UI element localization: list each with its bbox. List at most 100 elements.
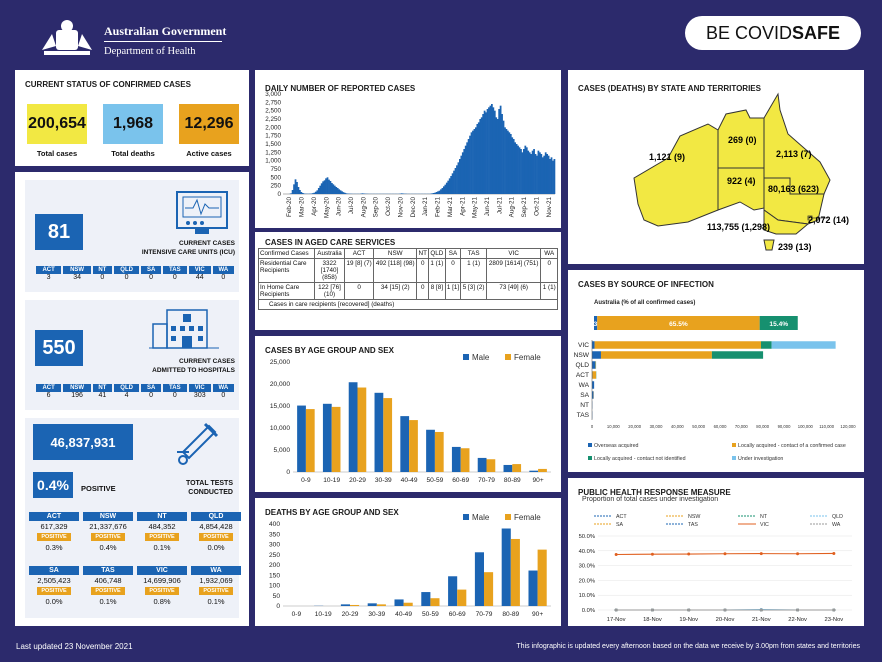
daily-bar (496, 119, 499, 194)
daily-bar (323, 180, 326, 194)
daily-bar (492, 107, 495, 194)
response-x-tick: 19-Nov (679, 617, 698, 623)
aged-cell: 3322 [1740] (858) (314, 258, 345, 283)
source-x-tick: 110,000 (819, 424, 834, 429)
aged-cell: 34 [15] (2) (373, 282, 418, 300)
hospital-state-header: VIC (188, 384, 211, 392)
covidsafe-badge[interactable]: BE COVIDSAFE (685, 16, 861, 50)
tests-label-line2: CONDUCTED (188, 489, 233, 496)
response-point-wa (759, 608, 763, 612)
female-bar (512, 464, 522, 472)
test-state-name: QLD (191, 512, 241, 521)
female-bar (383, 398, 393, 472)
daily-bar (537, 150, 540, 194)
response-x-tick: 18-Nov (643, 617, 662, 623)
daily-bar (300, 192, 303, 194)
daily-bar (550, 157, 553, 194)
daily-bar (448, 178, 451, 194)
test-state-total: 484,352 (148, 522, 176, 531)
tests-state-grid-bottom: SA 2,505,423 POSITIVE 0.0% TAS 406,748 POSITI… (29, 566, 241, 607)
hospital-state-header: QLD (113, 384, 140, 392)
daily-bar (453, 170, 455, 194)
female-bar (350, 604, 360, 606)
daily-bar (331, 183, 333, 194)
icu-monitor-icon (175, 190, 229, 241)
aus-source-label: 1.3% (588, 321, 603, 328)
daily-x-tick: Oct-20 (385, 197, 392, 216)
x-tick: 30-39 (375, 477, 392, 484)
daily-bar (431, 193, 434, 194)
daily-bar (512, 139, 515, 194)
daily-bar (447, 180, 450, 194)
daily-bar (533, 149, 535, 194)
source-x-tick: 0 (591, 424, 594, 429)
male-bar (374, 392, 384, 472)
total-cases-label: Total cases (36, 149, 78, 158)
daily-bar (299, 190, 301, 194)
daily-bar (315, 191, 317, 194)
total-deaths-value: 1,968 (103, 104, 163, 144)
daily-bar (344, 192, 346, 194)
daily-bar (320, 183, 323, 194)
map-label-tas: 239 (13) (778, 242, 812, 252)
source-state-label: SA (580, 392, 589, 399)
icu-state-value: 0 (172, 274, 177, 281)
daily-bar (313, 192, 316, 194)
response-point-vic (723, 552, 727, 556)
female-bar (486, 459, 496, 472)
daily-bar (335, 187, 338, 194)
daily-bar (296, 182, 298, 194)
daily-x-tick: May-21 (472, 197, 479, 218)
daily-x-tick: Nov-20 (397, 197, 404, 218)
aged-cell: 5 [3] (2) (460, 282, 487, 300)
response-title: PUBLIC HEALTH RESPONSE MEASURE (578, 488, 731, 497)
daily-bar (319, 185, 322, 194)
aged-cell: 73 [49] (6) (485, 282, 542, 300)
x-tick: 50-59 (422, 611, 439, 618)
icu-value: 81 (35, 214, 83, 250)
total-cases-value: 200,654 (27, 104, 87, 144)
test-state-name: TAS (83, 566, 133, 575)
test-state-rate: 0.0% (207, 543, 225, 552)
aged-cell: Residential Care Recipients (258, 258, 315, 283)
daily-bar (310, 193, 313, 194)
daily-bar (536, 155, 538, 194)
source-x-tick: 120,000 (840, 424, 856, 429)
daily-bar (488, 107, 490, 194)
response-point-vic (687, 552, 691, 556)
daily-bar (509, 134, 512, 194)
daily-bar (463, 149, 466, 194)
response-point-wa (832, 608, 836, 612)
male-bar (340, 604, 350, 606)
response-x-tick: 22-Nov (788, 617, 807, 623)
source-x-tick: 80,000 (756, 424, 769, 429)
tests-section: 46,837,931 0.4% POSITIVE TOTAL TESTS CON… (25, 418, 241, 618)
aged-cell: 8 [8] (428, 282, 446, 300)
age-sex-title: CASES BY AGE GROUP AND SEX (265, 346, 394, 355)
daily-bar (518, 147, 521, 194)
x-tick: 60-69 (452, 477, 469, 484)
daily-cases-panel: DAILY NUMBER OF REPORTED CASES 3,000 2,75… (255, 70, 561, 228)
test-state-total: 4,854,428 (199, 522, 233, 531)
response-point-vic (759, 552, 763, 556)
daily-y-tick: 750 (270, 166, 281, 173)
daily-x-tick: Sep-21 (521, 197, 528, 218)
map-label-qld: 2,113 (7) (776, 149, 812, 159)
icu-state-value: 0 (149, 274, 154, 281)
x-tick: 90+ (533, 477, 544, 484)
icu-state-header: ACT (36, 266, 62, 274)
response-y-tick: 40.0% (579, 549, 595, 555)
x-tick: 10-19 (323, 477, 340, 484)
daily-bar (297, 187, 300, 194)
hospital-state-value: 6 (46, 392, 51, 399)
tests-value: 46,837,931 (33, 424, 133, 460)
icu-state-value: 3 (46, 274, 51, 281)
source-state-label: VIC (578, 342, 589, 349)
response-panel: PUBLIC HEALTH RESPONSE MEASURE Proportio… (568, 478, 864, 626)
daily-bar (333, 185, 336, 194)
daily-bar (540, 154, 543, 194)
legend-swatch (505, 354, 511, 360)
hospital-state-header: NSW (63, 384, 91, 392)
australia-map: 1,121 (9) 269 (0) 2,113 (7) 922 (4) 80,1… (633, 92, 849, 252)
test-state-total: 1,932,069 (199, 576, 233, 585)
